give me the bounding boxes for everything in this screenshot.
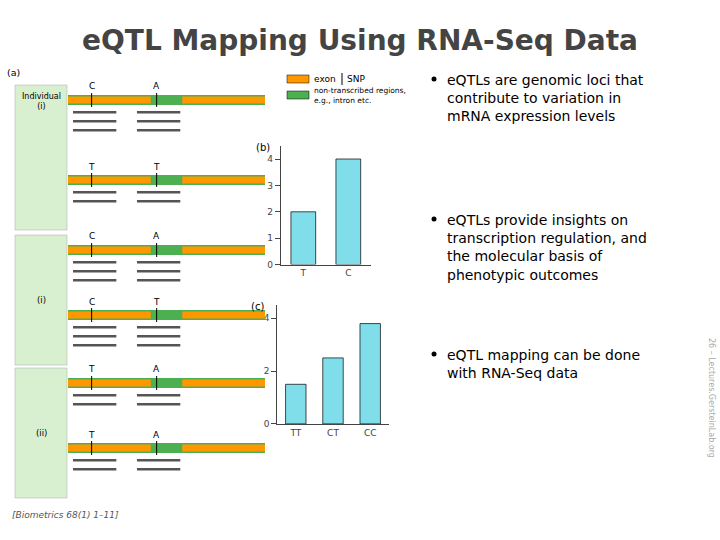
svg-text:C: C: [89, 297, 95, 307]
svg-text:non-transcribed regions,e.g.,: non-transcribed regions,e.g., intron etc…: [314, 86, 406, 105]
svg-text:CT: CT: [327, 428, 339, 438]
svg-text:[Biometrics 68(1) 1–11]: [Biometrics 68(1) 1–11]: [12, 510, 119, 520]
svg-text:A: A: [153, 231, 160, 241]
svg-text:T: T: [88, 430, 95, 440]
svg-text:2: 2: [267, 207, 273, 217]
svg-text:0: 0: [267, 260, 273, 270]
svg-text:C: C: [89, 231, 95, 241]
svg-text:CC: CC: [364, 428, 377, 438]
svg-text:eQTL mapping can be donewith R: eQTL mapping can be donewith RNA-Seq dat…: [447, 347, 640, 381]
svg-text:Individual(i): Individual(i): [22, 92, 61, 111]
svg-text:T: T: [153, 297, 160, 307]
svg-text:SNP: SNP: [347, 74, 365, 84]
svg-text:0: 0: [264, 419, 270, 429]
svg-text:4: 4: [264, 313, 270, 323]
svg-text:T: T: [300, 268, 307, 278]
svg-text:eQTL Mapping Using RNA-Seq Dat: eQTL Mapping Using RNA-Seq Data: [82, 24, 638, 57]
svg-text:TT: TT: [289, 428, 301, 438]
svg-text:eQTLs provide insights ontrans: eQTLs provide insights ontranscription r…: [447, 212, 647, 283]
svg-text:C: C: [89, 81, 95, 91]
svg-text:4: 4: [267, 154, 273, 164]
svg-text:T: T: [88, 364, 95, 374]
svg-text:A: A: [153, 364, 160, 374]
svg-text:26 – Lectures.GersteinLab.org: 26 – Lectures.GersteinLab.org: [707, 338, 716, 458]
svg-text:2: 2: [264, 366, 270, 376]
svg-text:(a): (a): [7, 67, 20, 78]
svg-text:exon: exon: [314, 74, 336, 84]
svg-text:C: C: [345, 268, 351, 278]
svg-text:T: T: [153, 162, 160, 172]
svg-text:eQTLs are genomic loci thatcon: eQTLs are genomic loci thatcontribute to…: [447, 72, 644, 124]
svg-text:3: 3: [267, 181, 273, 191]
svg-text:(ii): (ii): [36, 428, 47, 438]
svg-text:(c): (c): [251, 301, 264, 312]
svg-text:1: 1: [267, 233, 273, 243]
svg-text:(b): (b): [256, 142, 270, 153]
svg-text:(i): (i): [37, 295, 46, 305]
svg-text:A: A: [153, 430, 160, 440]
svg-text:A: A: [153, 81, 160, 91]
svg-text:T: T: [88, 162, 95, 172]
